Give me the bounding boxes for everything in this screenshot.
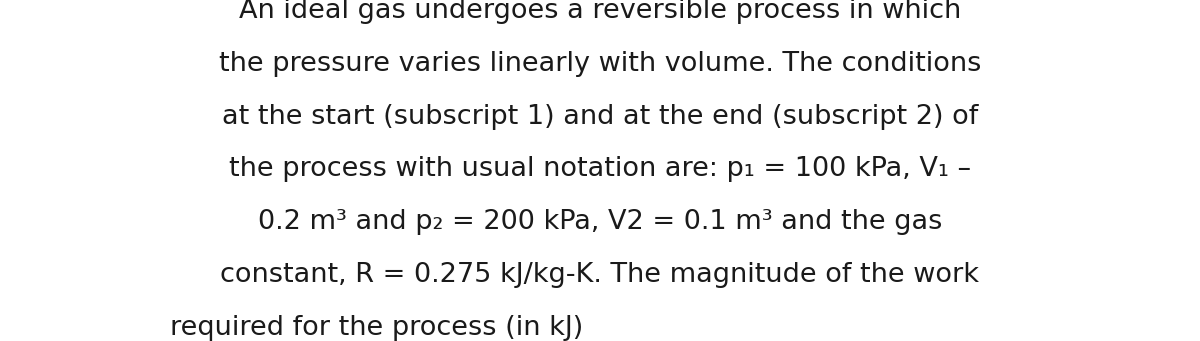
Text: An ideal gas undergoes a reversible process in which: An ideal gas undergoes a reversible proc… [239,0,961,24]
Text: the process with usual notation are: p₁ = 100 kPa, V₁ –: the process with usual notation are: p₁ … [229,157,971,182]
Text: the pressure varies linearly with volume. The conditions: the pressure varies linearly with volume… [218,51,982,77]
Text: 0.2 m³ and p₂ = 200 kPa, V2 = 0.1 m³ and the gas: 0.2 m³ and p₂ = 200 kPa, V2 = 0.1 m³ and… [258,209,942,235]
Text: constant, R = 0.275 kJ/kg-K. The magnitude of the work: constant, R = 0.275 kJ/kg-K. The magnitu… [221,262,979,288]
Text: at the start (subscript 1) and at the end (subscript 2) of: at the start (subscript 1) and at the en… [222,104,978,130]
Text: required for the process (in kJ): required for the process (in kJ) [170,315,583,341]
